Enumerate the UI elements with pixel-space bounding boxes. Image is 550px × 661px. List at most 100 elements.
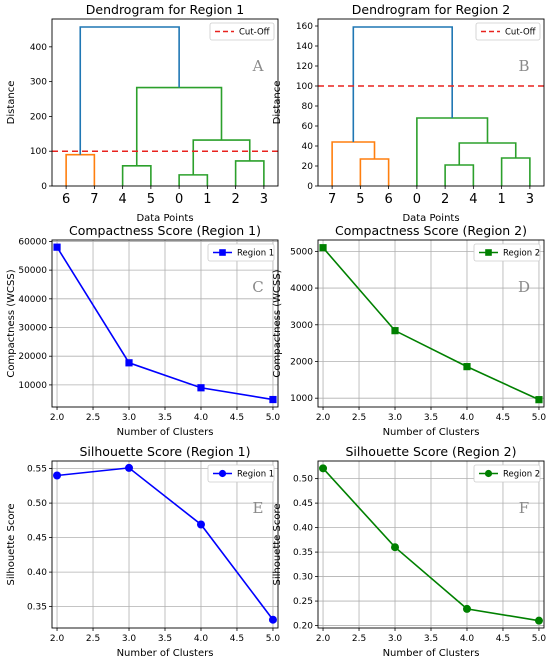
- series-line: [322, 247, 540, 401]
- y-tick-label: 200: [30, 112, 47, 122]
- x-tick-label: 3.5: [424, 413, 438, 423]
- y-tick-label: 20: [302, 162, 314, 172]
- y-tick-label: 0: [307, 182, 313, 192]
- x-tick-label: 3.5: [424, 634, 438, 644]
- y-axis-label: Compactness (WCSS): [272, 269, 283, 377]
- y-tick-label: 40: [302, 142, 314, 152]
- legend-box: [207, 243, 275, 262]
- data-point: [319, 464, 328, 473]
- x-tick-label: 5.0: [266, 413, 281, 423]
- x-tick-label: 4.5: [230, 634, 244, 644]
- legend-label: Region 2: [503, 249, 540, 259]
- series-line: [56, 246, 274, 401]
- chart-title: Compactness Score (Region 2): [335, 223, 527, 238]
- y-tick-label: 0.55: [27, 465, 47, 475]
- chart-a: 0 100 200 300 400 6 7 4 5 0 1 2 3 Cut-Off Dendrogram f…: [6, 2, 279, 224]
- x-tick-label: 4: [118, 192, 126, 207]
- x-tick-label: 2.0: [316, 634, 331, 644]
- x-tick-label: 4.0: [460, 634, 475, 644]
- y-tick-label: 10000: [18, 381, 47, 391]
- y-axis-label: Distance: [272, 81, 283, 125]
- dendrogram-link: [65, 153, 96, 186]
- y-axis-label: Compactness (WCSS): [6, 269, 17, 377]
- legend-label: Region 1: [237, 249, 274, 259]
- y-axis-label: Silhouette Score: [6, 503, 17, 585]
- legend-box: [207, 464, 275, 483]
- y-axis-label: Distance: [6, 81, 17, 125]
- x-tick-label: 3: [260, 192, 268, 207]
- x-tick-label: 3.0: [388, 413, 403, 423]
- x-axis-label: Number of Clusters: [383, 427, 480, 438]
- y-tick-label: 300: [30, 78, 47, 88]
- legend-box: [475, 22, 541, 41]
- data-point: [196, 520, 205, 529]
- x-axis-label: Number of Clusters: [117, 427, 214, 438]
- data-point: [535, 396, 543, 404]
- y-tick-label: 0.40: [293, 524, 313, 534]
- x-tick-label: 5.0: [532, 634, 547, 644]
- data-point: [534, 616, 543, 625]
- y-tick-label: 0.45: [293, 499, 313, 509]
- legend-box: [473, 243, 541, 262]
- x-tick-label: 4: [469, 192, 477, 207]
- x-axis-label: Number of Clusters: [383, 648, 480, 659]
- chart-title: Compactness Score (Region 1): [69, 223, 261, 238]
- legend-label: Region 1: [237, 470, 274, 480]
- x-tick-label: 1: [497, 192, 505, 207]
- chart-f: 2.0 2.5 3.0 3.5 4.0 4.5 5.0 0.20 0.25 0.30 0.35 0.4…: [272, 444, 546, 659]
- dendrogram-link: [458, 142, 517, 165]
- legend-swatch-marker: [485, 249, 492, 256]
- x-tick-label: 4.0: [460, 413, 475, 423]
- data-point: [391, 543, 400, 552]
- panel-letter: D: [518, 278, 530, 296]
- x-tick-label: 2.5: [352, 634, 366, 644]
- x-axis-label: Number of Clusters: [117, 648, 214, 659]
- y-tick-label: 4000: [290, 284, 313, 294]
- plot-frame: [51, 239, 279, 408]
- y-tick-label: 0.25: [293, 597, 313, 607]
- chart-title: Dendrogram for Region 1: [86, 2, 244, 17]
- plot-frame: [317, 18, 545, 187]
- dendrogram-link: [359, 158, 390, 186]
- data-point: [125, 359, 133, 367]
- dendrogram-link: [352, 26, 453, 142]
- x-tick-label: 2.0: [50, 413, 65, 423]
- chart-c: 2.0 2.5 3.0 3.5 4.0 4.5 5.0 10000 20000 30000 4000…: [6, 223, 280, 438]
- x-tick-label: 4.5: [230, 413, 244, 423]
- plot-frame: [51, 18, 279, 187]
- x-tick-label: 7: [328, 192, 336, 207]
- dendrogram-link: [331, 141, 376, 186]
- y-tick-label: 60: [302, 122, 314, 132]
- x-tick-label: 2.0: [316, 413, 331, 423]
- legend-label: Cut-Off: [505, 28, 537, 38]
- plot-frame: [51, 460, 279, 629]
- y-tick-label: 140: [296, 42, 313, 52]
- panel-letter: B: [518, 57, 529, 75]
- y-tick-label: 2000: [290, 357, 313, 367]
- x-tick-label: 4.0: [194, 634, 209, 644]
- x-tick-label: 5.0: [266, 634, 281, 644]
- x-tick-label: 0: [175, 192, 183, 207]
- x-tick-label: 3.0: [388, 634, 403, 644]
- x-tick-label: 4.5: [496, 634, 510, 644]
- chart-d: 2.0 2.5 3.0 3.5 4.0 4.5 5.0 1000 2000 3000 4000 500…: [272, 223, 546, 438]
- dendrogram-link: [121, 165, 152, 186]
- series-line: [322, 467, 540, 622]
- x-tick-label: 2.5: [86, 634, 100, 644]
- legend-label: Cut-Off: [239, 28, 271, 38]
- y-tick-label: 0.50: [293, 475, 313, 485]
- y-tick-label: 0.20: [293, 622, 313, 632]
- y-tick-label: 0.45: [27, 534, 47, 544]
- data-point: [53, 243, 61, 251]
- x-tick-label: 4.0: [194, 413, 209, 423]
- chart-title: Dendrogram for Region 2: [352, 2, 510, 17]
- x-axis-label: Data Points: [136, 213, 193, 224]
- x-tick-label: 3.5: [158, 413, 172, 423]
- y-tick-label: 20000: [18, 352, 47, 362]
- plot-frame: [317, 239, 545, 408]
- dendrogram-link: [79, 26, 180, 155]
- y-tick-label: 100: [30, 147, 47, 157]
- y-tick-label: 80: [302, 102, 314, 112]
- x-tick-label: 2.0: [50, 634, 65, 644]
